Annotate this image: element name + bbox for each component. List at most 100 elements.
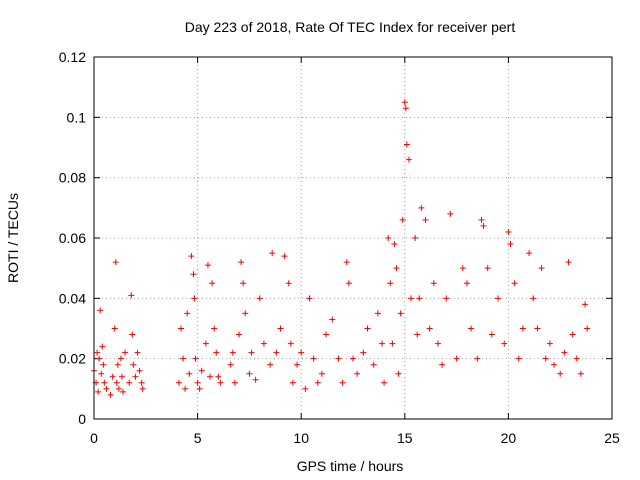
y-axis-label: ROTI / TECUs — [5, 193, 21, 283]
data-point — [507, 241, 514, 248]
y-tick-label: 0.1 — [67, 109, 87, 125]
data-point — [393, 265, 400, 272]
data-point — [132, 373, 139, 380]
data-point — [314, 379, 321, 386]
y-tick-label: 0.08 — [59, 170, 86, 186]
data-point — [381, 379, 388, 386]
data-point — [439, 361, 446, 368]
data-point — [184, 310, 191, 317]
data-point — [385, 235, 392, 241]
x-axis-label: GPS time / hours — [297, 458, 404, 474]
data-point — [186, 370, 193, 377]
data-point — [298, 349, 305, 356]
data-point — [128, 292, 135, 299]
data-point — [463, 280, 470, 287]
data-point — [252, 376, 259, 383]
data-point — [405, 156, 412, 163]
data-point — [248, 349, 255, 356]
data-point — [134, 349, 141, 356]
data-point — [98, 370, 105, 377]
data-point — [136, 367, 143, 374]
x-tick-label: 15 — [397, 430, 413, 446]
data-point — [117, 355, 124, 362]
data-point — [350, 355, 356, 362]
chart-title: Day 223 of 2018, Rate Of TEC Index for r… — [185, 19, 516, 35]
data-point — [364, 325, 371, 332]
data-point — [103, 385, 110, 392]
grid-lines — [94, 57, 612, 419]
data-point — [391, 241, 398, 248]
data-point — [335, 355, 342, 362]
data-point — [129, 331, 136, 338]
data-point — [95, 388, 102, 395]
data-point — [484, 265, 491, 272]
data-point — [447, 210, 454, 217]
data-point — [109, 373, 116, 380]
data-point — [242, 310, 249, 317]
data-point — [505, 228, 512, 235]
data-point — [231, 379, 238, 386]
x-tick-label: 5 — [194, 430, 202, 446]
data-point — [495, 295, 502, 302]
data-point — [526, 250, 533, 257]
data-point — [538, 265, 545, 272]
data-point — [260, 340, 267, 347]
data-point — [515, 355, 522, 362]
data-point — [211, 325, 218, 332]
data-point — [246, 370, 253, 377]
data-point — [534, 325, 541, 332]
data-point — [573, 355, 580, 362]
data-point — [97, 307, 104, 314]
data-point — [294, 361, 301, 368]
data-point — [213, 349, 220, 356]
data-point — [511, 280, 518, 287]
data-point — [397, 310, 404, 317]
data-point — [434, 340, 441, 347]
data-point — [229, 349, 236, 356]
data-point — [430, 280, 437, 287]
y-tick-label: 0 — [78, 411, 86, 427]
data-point — [202, 340, 209, 347]
data-point — [118, 373, 125, 380]
data-point — [403, 141, 410, 148]
data-point — [227, 361, 234, 368]
data-point — [329, 316, 336, 323]
data-point — [194, 379, 201, 386]
data-point — [360, 349, 367, 356]
data-point — [546, 340, 553, 347]
data-point — [418, 204, 425, 211]
data-point — [343, 259, 350, 266]
y-tick-label: 0.12 — [59, 49, 86, 65]
data-point — [561, 349, 568, 356]
data-point — [468, 325, 475, 332]
data-point — [209, 280, 216, 287]
y-tick-label: 0.04 — [59, 290, 86, 306]
data-point — [402, 105, 409, 112]
data-point — [217, 379, 224, 386]
data-point — [401, 99, 408, 106]
data-point — [306, 295, 313, 302]
data-point — [273, 349, 280, 356]
data-point — [287, 340, 294, 347]
data-point — [453, 355, 460, 362]
data-point — [584, 325, 591, 332]
data-point — [354, 370, 361, 377]
data-point — [198, 367, 205, 374]
data-point — [310, 355, 317, 362]
data-point — [178, 325, 185, 332]
data-point — [204, 262, 211, 269]
data-point — [267, 361, 274, 368]
data-point — [130, 361, 137, 368]
data-point — [412, 235, 419, 241]
data-point — [488, 331, 495, 338]
data-point — [236, 331, 243, 338]
data-point — [256, 295, 263, 302]
data-point — [478, 216, 485, 223]
x-tick-label: 0 — [90, 430, 98, 446]
tick-labels: 0 0.02 0.04 0.06 0.08 0.1 0.12 0 5 10 15 20 25 — [59, 49, 620, 446]
data-point — [323, 331, 330, 338]
data-point — [114, 361, 121, 368]
data-point — [115, 385, 122, 392]
data-point — [120, 388, 127, 395]
data-point — [399, 216, 406, 223]
